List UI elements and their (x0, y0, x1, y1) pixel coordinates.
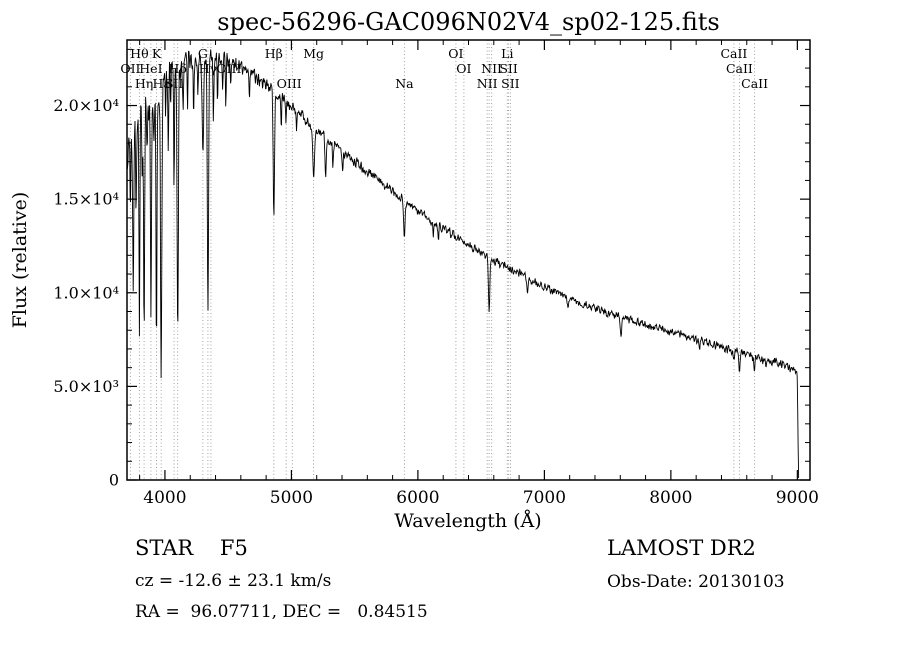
survey-label: LAMOST DR2 (607, 536, 756, 560)
y-tick-label: 1.0×10⁴ (53, 283, 119, 302)
x-tick-label: 8000 (649, 488, 692, 508)
radial-velocity-label: cz = -12.6 ± 23.1 km/s (135, 571, 332, 591)
x-tick-label: 5000 (270, 488, 313, 508)
spectral-line-label: SII (499, 61, 518, 76)
spectral-line-label: Na (395, 76, 414, 91)
spectral-line-label: CaII (720, 46, 747, 61)
spectral-line-label: SII (165, 76, 184, 91)
x-axis-label: Wavelength (Å) (394, 510, 541, 532)
spectral-line-label: Hδ (168, 61, 186, 76)
object-type-label: STAR F5 (135, 536, 248, 560)
spectral-line-label: Hγ (199, 61, 217, 76)
coordinates-label: RA = 96.07711, DEC = 0.84515 (135, 602, 428, 622)
x-tick-label: 4000 (143, 488, 186, 508)
plot-frame (126, 39, 811, 481)
y-tick-label: 2.0×10⁴ (53, 96, 119, 115)
spectral-line-label: SII (501, 76, 520, 91)
spectral-line-label: Hη (135, 76, 153, 91)
x-tick-label: 7000 (523, 488, 566, 508)
spectral-line-label: Li (501, 46, 513, 61)
spectral-line-label: HeI (139, 61, 162, 76)
y-tick-label: 5.0×10³ (53, 377, 119, 396)
spectral-line-label: OI (448, 46, 463, 61)
plot-title: spec-56296-GAC096N02V4_sp02-125.fits (217, 8, 720, 36)
axis-ticks: 4000 5000 6000 7000 8000 9000 0 5.0×10³ 1.0×10⁴ 1… (53, 40, 819, 508)
spectral-line-markers (129, 40, 756, 480)
spectral-line-label: G (198, 46, 208, 61)
spectral-line-label: NII (481, 61, 502, 76)
y-axis-label: Flux (relative) (9, 192, 31, 329)
spectral-line-label: NII (477, 76, 498, 91)
x-tick-label: 6000 (396, 488, 439, 508)
spectral-line-label: OI (456, 61, 471, 76)
y-tick-label: 1.5×10⁴ (53, 190, 119, 209)
x-tick-label: 9000 (776, 488, 819, 508)
spectrum-plot: 4000 5000 6000 7000 8000 9000 0 5.0×10³ 1.0×10⁴ 1… (9, 39, 819, 532)
spectral-line-label: Hε (153, 76, 170, 91)
spectral-line-label: CaII (741, 76, 768, 91)
y-tick-label: 0 (109, 471, 119, 490)
spectral-line-label: CaII (726, 61, 753, 76)
spectral-line-label: OIII (277, 76, 302, 91)
spectral-line-label: Hβ (265, 46, 283, 61)
spectral-line-label: OIII (216, 61, 241, 76)
spectral-line-label: Mg (303, 46, 324, 61)
spectral-line-label: OII (120, 61, 140, 76)
spectrum-trace (126, 49, 800, 479)
spectral-line-label: K (152, 46, 162, 61)
spectral-line-label: Hθ (130, 46, 148, 61)
obs-date-label: Obs-Date: 20130103 (607, 572, 785, 592)
